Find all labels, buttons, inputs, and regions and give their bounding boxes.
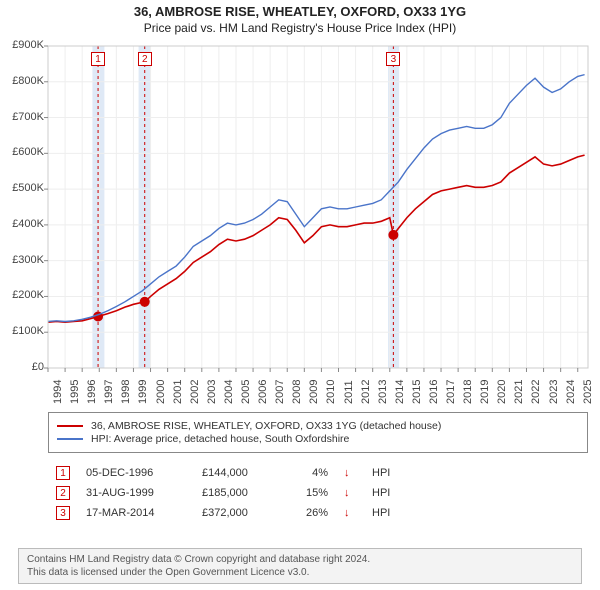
event-marker-box: 2	[138, 52, 152, 66]
footer-line-2: This data is licensed under the Open Gov…	[27, 566, 573, 579]
event-price: £144,000	[202, 467, 282, 479]
attribution-footer: Contains HM Land Registry data © Crown c…	[18, 548, 582, 584]
x-tick-label: 1994	[52, 380, 64, 404]
x-tick-label: 2012	[360, 380, 372, 404]
x-tick-label: 1996	[86, 380, 98, 404]
event-row: 2 31-AUG-1999 £185,000 15% ↓ HPI	[56, 486, 580, 500]
legend-label: HPI: Average price, detached house, Sout…	[91, 433, 349, 445]
event-price: £372,000	[202, 507, 282, 519]
event-date: 05-DEC-1996	[86, 467, 186, 479]
y-tick-label: £500K	[2, 182, 44, 194]
event-row: 3 17-MAR-2014 £372,000 26% ↓ HPI	[56, 506, 580, 520]
x-tick-label: 2007	[274, 380, 286, 404]
x-tick-label: 2015	[411, 380, 423, 404]
event-hpi-label: HPI	[372, 467, 402, 479]
event-row: 1 05-DEC-1996 £144,000 4% ↓ HPI	[56, 466, 580, 480]
x-tick-label: 2004	[223, 380, 235, 404]
event-number-box: 3	[56, 506, 70, 520]
x-tick-label: 2005	[240, 380, 252, 404]
event-hpi-label: HPI	[372, 507, 402, 519]
legend: 36, AMBROSE RISE, WHEATLEY, OXFORD, OX33…	[48, 412, 588, 453]
x-tick-label: 2008	[291, 380, 303, 404]
legend-row: HPI: Average price, detached house, Sout…	[57, 433, 579, 445]
x-tick-label: 1997	[103, 380, 115, 404]
down-arrow-icon: ↓	[344, 507, 356, 519]
y-tick-label: £900K	[2, 39, 44, 51]
x-tick-label: 2006	[257, 380, 269, 404]
x-tick-label: 2018	[462, 380, 474, 404]
x-tick-label: 2014	[394, 380, 406, 404]
x-tick-label: 2020	[496, 380, 508, 404]
event-number-box: 1	[56, 466, 70, 480]
y-tick-label: £200K	[2, 289, 44, 301]
x-tick-label: 2019	[479, 380, 491, 404]
event-marker-box: 3	[386, 52, 400, 66]
y-tick-label: £0	[2, 361, 44, 373]
legend-row: 36, AMBROSE RISE, WHEATLEY, OXFORD, OX33…	[57, 420, 579, 432]
event-pct: 26%	[298, 507, 328, 519]
event-pct: 15%	[298, 487, 328, 499]
x-tick-label: 2003	[206, 380, 218, 404]
x-tick-label: 2016	[428, 380, 440, 404]
x-tick-label: 2002	[189, 380, 201, 404]
chart-container: { "title": "36, AMBROSE RISE, WHEATLEY, …	[0, 0, 600, 590]
y-tick-label: £700K	[2, 111, 44, 123]
event-number-box: 2	[56, 486, 70, 500]
event-price: £185,000	[202, 487, 282, 499]
y-tick-label: £800K	[2, 75, 44, 87]
x-tick-label: 2011	[343, 380, 355, 404]
y-tick-label: £300K	[2, 254, 44, 266]
x-tick-label: 2013	[377, 380, 389, 404]
legend-label: 36, AMBROSE RISE, WHEATLEY, OXFORD, OX33…	[91, 420, 441, 432]
y-tick-label: £100K	[2, 325, 44, 337]
event-pct: 4%	[298, 467, 328, 479]
event-date: 17-MAR-2014	[86, 507, 186, 519]
x-tick-label: 2001	[172, 380, 184, 404]
down-arrow-icon: ↓	[344, 467, 356, 479]
x-tick-label: 2022	[530, 380, 542, 404]
x-tick-label: 2017	[445, 380, 457, 404]
x-tick-label: 2025	[582, 380, 594, 404]
footer-line-1: Contains HM Land Registry data © Crown c…	[27, 553, 573, 566]
events-table: 1 05-DEC-1996 £144,000 4% ↓ HPI 2 31-AUG-1999 £1…	[48, 456, 588, 530]
event-date: 31-AUG-1999	[86, 487, 186, 499]
y-tick-label: £400K	[2, 218, 44, 230]
x-tick-label: 1999	[137, 380, 149, 404]
event-marker-box: 1	[91, 52, 105, 66]
down-arrow-icon: ↓	[344, 487, 356, 499]
event-hpi-label: HPI	[372, 487, 402, 499]
y-tick-label: £600K	[2, 146, 44, 158]
x-tick-label: 2024	[565, 380, 577, 404]
legend-swatch	[57, 438, 83, 440]
x-tick-label: 2000	[155, 380, 167, 404]
x-tick-label: 1995	[69, 380, 81, 404]
x-tick-label: 2021	[513, 380, 525, 404]
x-tick-label: 1998	[120, 380, 132, 404]
x-tick-label: 2009	[308, 380, 320, 404]
x-tick-label: 2010	[325, 380, 337, 404]
legend-swatch	[57, 425, 83, 427]
x-tick-label: 2023	[548, 380, 560, 404]
legend-box: 36, AMBROSE RISE, WHEATLEY, OXFORD, OX33…	[48, 412, 588, 453]
